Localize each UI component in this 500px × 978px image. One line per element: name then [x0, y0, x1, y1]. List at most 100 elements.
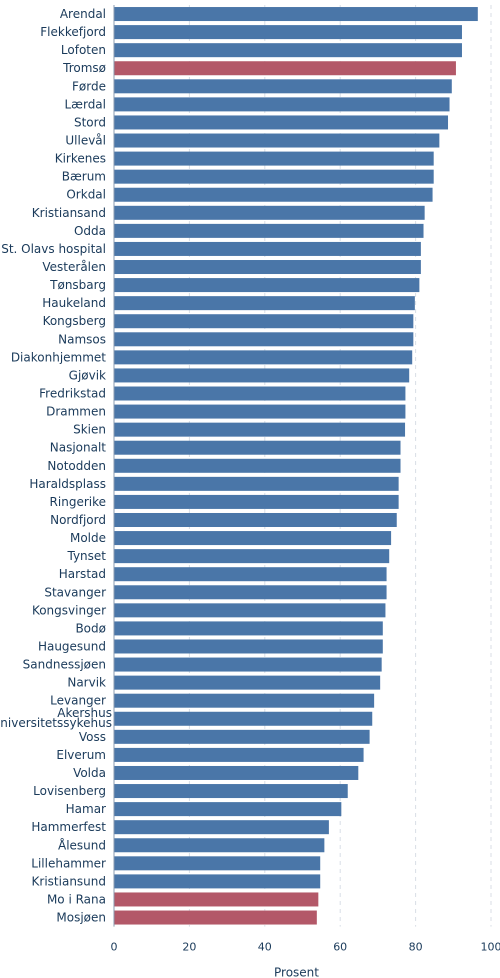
- bar: [114, 549, 390, 564]
- category-label: Bærum: [62, 170, 106, 184]
- bar: [114, 260, 421, 275]
- x-axis-title: Prosent: [274, 966, 319, 978]
- category-label: Volda: [73, 766, 106, 780]
- category-label: Ullevål: [65, 134, 106, 148]
- category-label: Kirkenes: [55, 152, 106, 166]
- category-label: Skien: [73, 423, 106, 437]
- x-tick-label: 0: [111, 941, 118, 954]
- category-label: Elverum: [56, 748, 106, 762]
- category-label: Bodø: [75, 621, 106, 635]
- category-label: Kristiansund: [32, 874, 106, 888]
- bar: [114, 856, 321, 871]
- bar: [114, 458, 401, 473]
- category-label: Hamar: [66, 802, 106, 816]
- bar: [114, 838, 325, 853]
- bar: [114, 79, 452, 94]
- x-tick-label: 80: [409, 941, 423, 954]
- bar: [114, 675, 381, 690]
- bar: [114, 187, 433, 202]
- bar: [114, 205, 425, 220]
- bar: [114, 7, 478, 22]
- bar: [114, 296, 415, 311]
- category-label: Mo i Rana: [47, 892, 106, 906]
- category-label: Orkdal: [66, 188, 106, 202]
- x-tick-label: 100: [481, 941, 500, 954]
- bar: [114, 585, 387, 600]
- bar: [114, 729, 370, 744]
- category-label: Mosjøen: [56, 911, 106, 925]
- category-label: Diakonhjemmet: [11, 350, 106, 364]
- category-label: Tromsø: [62, 61, 106, 75]
- category-label: Haraldsplass: [29, 477, 106, 491]
- category-label: Nordfjord: [50, 513, 106, 527]
- category-label: Arendal: [60, 7, 106, 21]
- bars: [114, 7, 478, 925]
- bar: [114, 332, 414, 347]
- category-label: Kristiansand: [32, 206, 106, 220]
- category-label: Drammen: [46, 405, 106, 419]
- category-label: Lovisenberg: [33, 784, 106, 798]
- category-label: Gjøvik: [69, 368, 106, 382]
- bar: [114, 910, 317, 925]
- category-label: Ålesund: [58, 837, 106, 852]
- bar: [114, 784, 348, 799]
- category-label: Voss: [79, 730, 106, 744]
- category-label: Lærdal: [65, 97, 107, 111]
- bar: [114, 422, 406, 437]
- bar: [114, 657, 382, 672]
- x-tick-label: 40: [258, 941, 272, 954]
- bar: [114, 693, 375, 708]
- category-label: Haugesund: [38, 639, 106, 653]
- bar: [114, 892, 319, 907]
- category-label: Harstad: [59, 567, 106, 581]
- bar: [114, 223, 424, 238]
- bar: [114, 494, 399, 509]
- category-label: Tynset: [66, 549, 106, 563]
- bar: [114, 802, 342, 817]
- bar: [114, 765, 359, 780]
- category-label: Flekkefjord: [40, 25, 106, 39]
- bar: [114, 603, 386, 618]
- category-label: Odda: [74, 224, 106, 238]
- bar: [114, 567, 387, 582]
- bar: [114, 133, 440, 148]
- bar: [114, 476, 399, 491]
- category-label: Hammerfest: [31, 820, 106, 834]
- category-label: Stavanger: [44, 585, 106, 599]
- bar: [114, 61, 456, 76]
- category-label: Namsos: [58, 332, 106, 346]
- category-label: Akershus universitetssykehus: [0, 706, 112, 730]
- bar: [114, 368, 410, 383]
- bar: [114, 314, 414, 329]
- bar: [114, 43, 462, 58]
- category-label: Ringerike: [50, 495, 106, 509]
- x-tick-labels: 0 20 40 60 80 100: [111, 941, 500, 954]
- bar: [114, 25, 462, 40]
- x-tick-label: 20: [182, 941, 196, 954]
- category-label: Notodden: [47, 459, 106, 473]
- category-label: Haukeland: [42, 296, 106, 310]
- category-label: Kongsberg: [43, 314, 106, 328]
- bar: [114, 711, 373, 726]
- bar: [114, 350, 413, 365]
- bar: [114, 874, 321, 889]
- category-label: Førde: [72, 79, 106, 93]
- category-label: Lillehammer: [31, 856, 106, 870]
- bar: [114, 820, 329, 835]
- bar: [114, 404, 406, 419]
- bar: [114, 386, 406, 401]
- bar: [114, 169, 434, 184]
- bar: [114, 639, 383, 654]
- category-label: Lofoten: [61, 43, 106, 57]
- category-label: Vesterålen: [42, 260, 106, 274]
- category-label: Narvik: [67, 676, 106, 690]
- category-label: Sandnessjøen: [23, 658, 106, 672]
- category-label: St. Olavs hospital: [1, 242, 106, 256]
- bar: [114, 278, 420, 293]
- bar: [114, 531, 392, 546]
- bar: [114, 747, 364, 762]
- category-label: Kongsvinger: [32, 603, 106, 617]
- category-label: Levanger: [50, 694, 106, 708]
- x-tick-label: 60: [333, 941, 347, 954]
- category-label: Molde: [70, 531, 106, 545]
